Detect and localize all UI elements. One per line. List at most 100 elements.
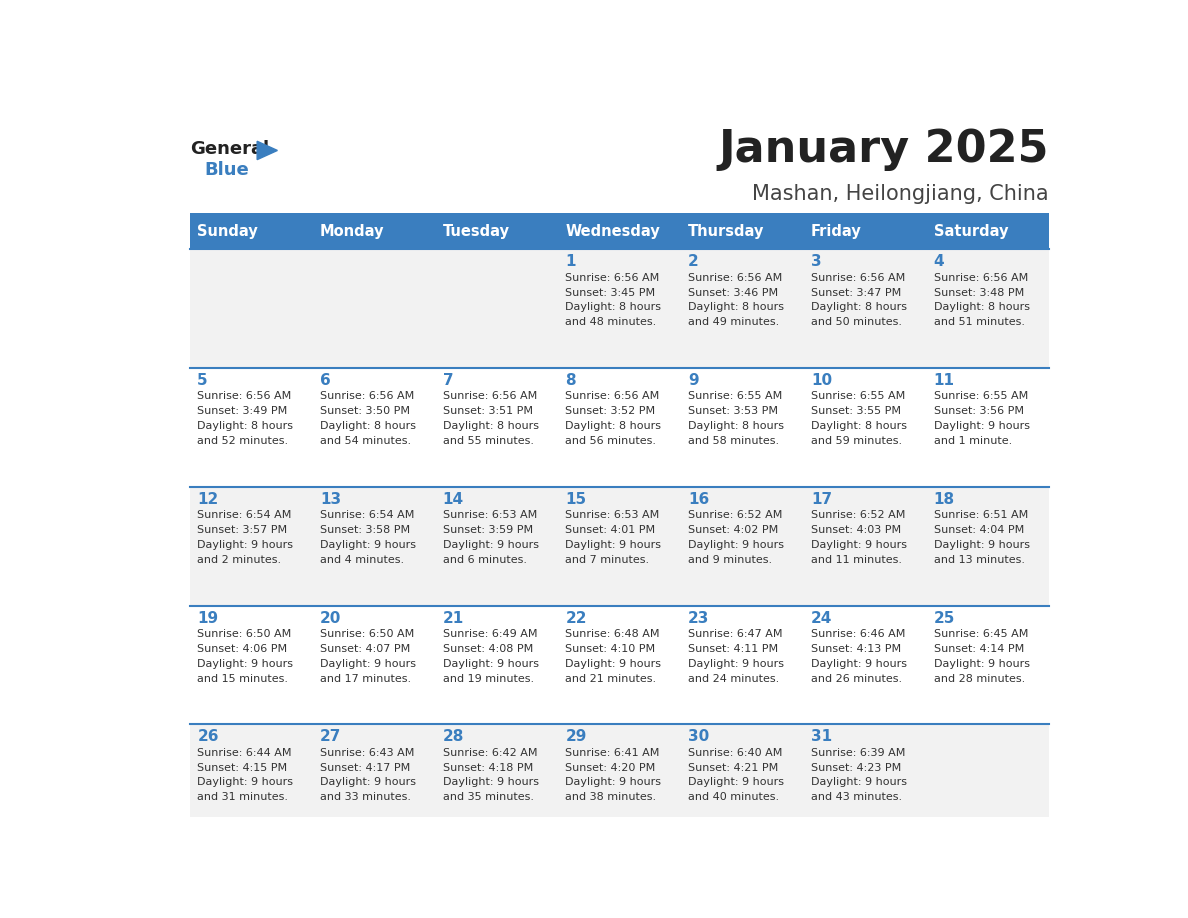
Bar xyxy=(435,487,558,606)
Text: Thursday: Thursday xyxy=(688,224,765,239)
Text: Sunrise: 6:54 AM: Sunrise: 6:54 AM xyxy=(197,510,292,521)
Bar xyxy=(312,213,435,250)
Text: Sunrise: 6:46 AM: Sunrise: 6:46 AM xyxy=(811,629,905,639)
Text: Sunset: 3:47 PM: Sunset: 3:47 PM xyxy=(811,287,902,297)
Text: and 52 minutes.: and 52 minutes. xyxy=(197,436,289,446)
Text: Sunday: Sunday xyxy=(197,224,258,239)
Bar xyxy=(558,606,681,724)
Text: Saturday: Saturday xyxy=(934,224,1009,239)
Text: and 26 minutes.: and 26 minutes. xyxy=(811,674,902,684)
Text: Sunrise: 6:56 AM: Sunrise: 6:56 AM xyxy=(934,273,1028,283)
Text: Sunset: 4:18 PM: Sunset: 4:18 PM xyxy=(443,763,533,773)
Text: 14: 14 xyxy=(443,492,463,507)
Text: Sunset: 3:46 PM: Sunset: 3:46 PM xyxy=(688,287,778,297)
Text: Sunrise: 6:39 AM: Sunrise: 6:39 AM xyxy=(811,748,905,757)
Text: Sunset: 4:10 PM: Sunset: 4:10 PM xyxy=(565,644,656,654)
Text: Daylight: 9 hours: Daylight: 9 hours xyxy=(565,540,662,550)
Text: and 31 minutes.: and 31 minutes. xyxy=(197,792,289,802)
Text: Daylight: 9 hours: Daylight: 9 hours xyxy=(688,778,784,788)
Text: 2: 2 xyxy=(688,254,699,269)
Text: Daylight: 8 hours: Daylight: 8 hours xyxy=(934,302,1030,312)
Text: Sunset: 4:20 PM: Sunset: 4:20 PM xyxy=(565,763,656,773)
Text: Sunrise: 6:49 AM: Sunrise: 6:49 AM xyxy=(443,629,537,639)
Text: Daylight: 8 hours: Daylight: 8 hours xyxy=(811,302,906,312)
Bar xyxy=(312,487,435,606)
Text: Daylight: 8 hours: Daylight: 8 hours xyxy=(565,421,662,431)
Text: and 1 minute.: and 1 minute. xyxy=(934,436,1012,446)
Bar xyxy=(803,368,927,487)
Text: Daylight: 8 hours: Daylight: 8 hours xyxy=(197,421,293,431)
Text: and 55 minutes.: and 55 minutes. xyxy=(443,436,533,446)
Text: 28: 28 xyxy=(443,730,465,744)
Text: Daylight: 9 hours: Daylight: 9 hours xyxy=(197,778,293,788)
Text: January 2025: January 2025 xyxy=(719,128,1049,171)
Bar xyxy=(435,250,558,368)
Text: Sunset: 3:53 PM: Sunset: 3:53 PM xyxy=(688,407,778,417)
Bar xyxy=(927,213,1049,250)
Text: 4: 4 xyxy=(934,254,944,269)
Text: 22: 22 xyxy=(565,610,587,625)
Text: 5: 5 xyxy=(197,373,208,388)
Text: and 33 minutes.: and 33 minutes. xyxy=(320,792,411,802)
Text: Daylight: 8 hours: Daylight: 8 hours xyxy=(565,302,662,312)
Text: Daylight: 9 hours: Daylight: 9 hours xyxy=(320,778,416,788)
Text: Sunrise: 6:45 AM: Sunrise: 6:45 AM xyxy=(934,629,1028,639)
Bar xyxy=(558,487,681,606)
Text: 9: 9 xyxy=(688,373,699,388)
Text: and 17 minutes.: and 17 minutes. xyxy=(320,674,411,684)
Text: 10: 10 xyxy=(811,373,832,388)
Text: Sunrise: 6:42 AM: Sunrise: 6:42 AM xyxy=(443,748,537,757)
Bar xyxy=(803,724,927,843)
Text: Daylight: 9 hours: Daylight: 9 hours xyxy=(688,540,784,550)
Text: Sunrise: 6:55 AM: Sunrise: 6:55 AM xyxy=(811,391,905,401)
Text: Sunset: 4:17 PM: Sunset: 4:17 PM xyxy=(320,763,410,773)
Text: Sunset: 4:14 PM: Sunset: 4:14 PM xyxy=(934,644,1024,654)
Bar xyxy=(681,606,803,724)
Text: Sunrise: 6:48 AM: Sunrise: 6:48 AM xyxy=(565,629,661,639)
Text: Sunset: 3:57 PM: Sunset: 3:57 PM xyxy=(197,525,287,535)
Text: Sunrise: 6:56 AM: Sunrise: 6:56 AM xyxy=(443,391,537,401)
Text: and 6 minutes.: and 6 minutes. xyxy=(443,554,526,565)
Text: Daylight: 9 hours: Daylight: 9 hours xyxy=(811,540,906,550)
Bar xyxy=(435,606,558,724)
Text: and 35 minutes.: and 35 minutes. xyxy=(443,792,533,802)
Text: and 24 minutes.: and 24 minutes. xyxy=(688,674,779,684)
Text: and 51 minutes.: and 51 minutes. xyxy=(934,318,1024,328)
Text: 30: 30 xyxy=(688,730,709,744)
Bar xyxy=(190,368,312,487)
Text: Sunset: 4:23 PM: Sunset: 4:23 PM xyxy=(811,763,902,773)
Bar xyxy=(927,250,1049,368)
Text: 18: 18 xyxy=(934,492,955,507)
Text: Mashan, Heilongjiang, China: Mashan, Heilongjiang, China xyxy=(752,185,1049,205)
Text: Monday: Monday xyxy=(320,224,385,239)
Text: and 2 minutes.: and 2 minutes. xyxy=(197,554,282,565)
Text: Sunset: 4:11 PM: Sunset: 4:11 PM xyxy=(688,644,778,654)
Text: Sunset: 4:08 PM: Sunset: 4:08 PM xyxy=(443,644,533,654)
Bar xyxy=(681,213,803,250)
Text: Sunset: 4:13 PM: Sunset: 4:13 PM xyxy=(811,644,901,654)
Text: Sunrise: 6:56 AM: Sunrise: 6:56 AM xyxy=(811,273,905,283)
Text: Sunrise: 6:40 AM: Sunrise: 6:40 AM xyxy=(688,748,783,757)
Text: Sunrise: 6:51 AM: Sunrise: 6:51 AM xyxy=(934,510,1028,521)
Text: Sunset: 3:51 PM: Sunset: 3:51 PM xyxy=(443,407,532,417)
Text: Sunrise: 6:52 AM: Sunrise: 6:52 AM xyxy=(811,510,905,521)
Bar xyxy=(681,724,803,843)
Text: Daylight: 9 hours: Daylight: 9 hours xyxy=(443,659,538,668)
Text: Tuesday: Tuesday xyxy=(443,224,510,239)
Text: Sunset: 4:21 PM: Sunset: 4:21 PM xyxy=(688,763,778,773)
Text: Sunrise: 6:53 AM: Sunrise: 6:53 AM xyxy=(443,510,537,521)
Text: and 56 minutes.: and 56 minutes. xyxy=(565,436,657,446)
Text: Sunset: 3:59 PM: Sunset: 3:59 PM xyxy=(443,525,533,535)
Text: Sunset: 3:58 PM: Sunset: 3:58 PM xyxy=(320,525,410,535)
Bar xyxy=(803,606,927,724)
Bar xyxy=(312,606,435,724)
Text: Sunset: 3:48 PM: Sunset: 3:48 PM xyxy=(934,287,1024,297)
Text: Sunrise: 6:43 AM: Sunrise: 6:43 AM xyxy=(320,748,415,757)
Text: Sunset: 4:15 PM: Sunset: 4:15 PM xyxy=(197,763,287,773)
Text: Daylight: 8 hours: Daylight: 8 hours xyxy=(688,421,784,431)
Text: and 58 minutes.: and 58 minutes. xyxy=(688,436,779,446)
Text: 19: 19 xyxy=(197,610,219,625)
Bar xyxy=(312,368,435,487)
Text: Daylight: 9 hours: Daylight: 9 hours xyxy=(565,659,662,668)
Text: Sunrise: 6:55 AM: Sunrise: 6:55 AM xyxy=(688,391,783,401)
